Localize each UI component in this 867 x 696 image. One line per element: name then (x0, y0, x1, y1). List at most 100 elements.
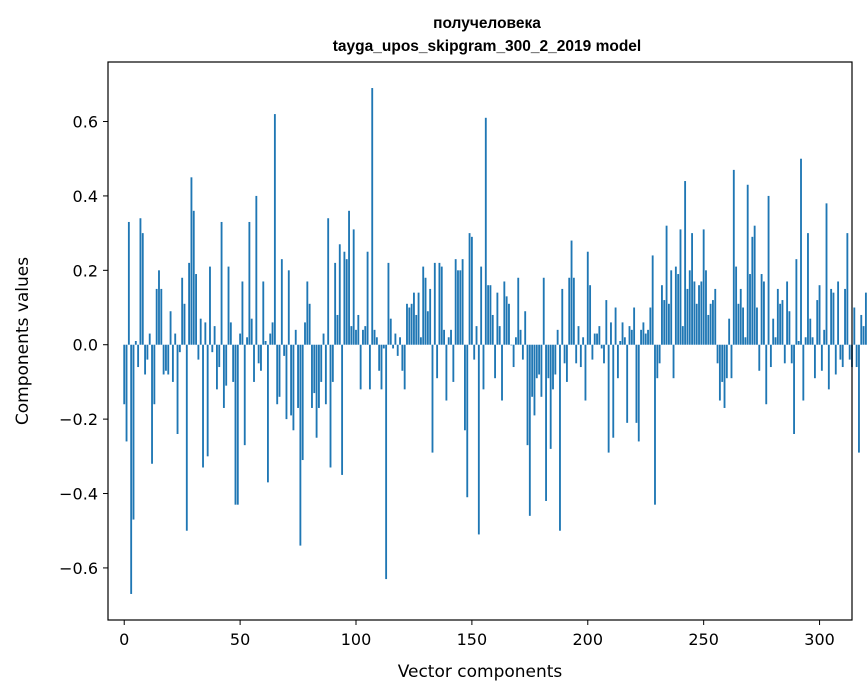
bar-293 (802, 344, 805, 401)
bar-134 (433, 262, 436, 345)
bar-288 (790, 344, 793, 364)
bar-290 (795, 259, 798, 345)
bar-168 (512, 344, 515, 368)
bar-135 (436, 344, 439, 379)
bar-176 (531, 344, 534, 397)
bar-98 (350, 326, 353, 345)
bar-44 (225, 344, 228, 386)
bar-172 (521, 344, 524, 360)
bar-194 (572, 277, 575, 345)
bar-262 (730, 344, 733, 379)
bar-305 (830, 288, 833, 345)
bar-278 (767, 195, 770, 345)
bar-65 (273, 114, 276, 345)
bar-21 (171, 344, 174, 382)
bar-200 (586, 251, 589, 345)
bar-239 (677, 274, 680, 345)
bar-287 (788, 311, 791, 345)
bar-116 (392, 344, 395, 349)
bar-161 (496, 292, 499, 345)
bar-118 (396, 344, 399, 356)
bar-275 (760, 274, 763, 345)
bar-76 (299, 344, 302, 546)
bar-156 (484, 117, 487, 345)
bar-283 (779, 303, 782, 345)
bar-225 (644, 333, 647, 345)
bar-203 (593, 333, 596, 345)
bar-244 (688, 270, 691, 345)
bar-141 (450, 329, 452, 345)
bar-60 (262, 281, 265, 345)
bar-173 (524, 311, 527, 345)
bar-63 (269, 333, 272, 345)
bar-261 (728, 318, 731, 345)
bar-46 (229, 322, 232, 345)
bar-155 (482, 344, 485, 390)
bar-8 (141, 233, 144, 345)
bar-104 (364, 326, 367, 345)
bar-80 (308, 303, 311, 345)
bar-62 (267, 344, 269, 483)
bar-53 (246, 337, 248, 345)
bar-29 (190, 177, 193, 345)
bar-61 (264, 341, 267, 345)
bar-238 (674, 266, 677, 345)
bar-9 (144, 344, 147, 375)
bar-316 (855, 344, 858, 368)
bar-25 (181, 277, 184, 345)
bar-301 (820, 344, 823, 371)
bar-297 (811, 337, 814, 345)
y-tick-label-2: −0.2 (59, 410, 98, 429)
bar-117 (394, 333, 397, 345)
bar-18 (165, 344, 167, 371)
bar-267 (742, 307, 744, 345)
bar-138 (443, 329, 445, 345)
bar-237 (672, 344, 675, 379)
bar-281 (774, 337, 777, 345)
bar-307 (834, 344, 837, 375)
bar-97 (348, 210, 350, 345)
bar-5 (134, 341, 137, 345)
bar-91 (334, 262, 337, 345)
bar-248 (698, 285, 700, 345)
bar-41 (218, 344, 221, 368)
bar-221 (635, 344, 638, 423)
bar-209 (607, 344, 610, 453)
x-tick-label-250: 250 (688, 630, 719, 649)
bar-6 (137, 344, 140, 368)
bar-92 (336, 314, 339, 345)
bar-233 (663, 300, 666, 345)
bar-81 (311, 344, 313, 408)
bar-126 (415, 314, 418, 345)
bar-14 (155, 288, 158, 345)
bar-310 (841, 344, 844, 368)
bar-125 (413, 292, 415, 345)
bar-205 (598, 326, 601, 345)
bar-286 (786, 281, 789, 345)
y-tick-label-1: −0.4 (59, 485, 98, 504)
bar-148 (466, 344, 469, 498)
y-tick-label-6: 0.6 (73, 113, 98, 132)
bar-296 (809, 318, 812, 345)
y-tick-label-0: −0.6 (59, 559, 98, 578)
bar-52 (243, 344, 246, 446)
bar-249 (700, 281, 703, 345)
bar-280 (772, 318, 775, 345)
bar-40 (216, 344, 218, 390)
bar-31 (195, 274, 197, 345)
x-tick-label-200: 200 (573, 630, 604, 649)
bar-263 (732, 169, 735, 345)
bar-289 (793, 344, 795, 434)
x-tick-label-150: 150 (457, 630, 488, 649)
bar-94 (341, 344, 344, 475)
bar-129 (422, 266, 425, 345)
bar-158 (489, 285, 492, 345)
bar-184 (549, 344, 552, 449)
bar-230 (656, 344, 659, 379)
bar-223 (640, 329, 643, 345)
bar-152 (475, 326, 478, 345)
bar-303 (825, 203, 828, 345)
bar-279 (769, 344, 772, 368)
bar-259 (723, 344, 726, 408)
